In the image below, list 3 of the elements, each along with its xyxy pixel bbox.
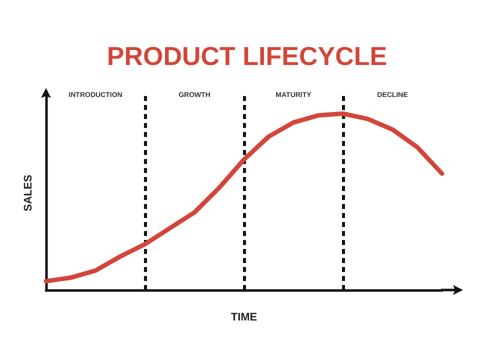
- chart-title: PRODUCT LIFECYCLE: [106, 41, 388, 71]
- x-axis-title: TIME: [230, 312, 258, 324]
- y-axis-title: SALES: [22, 174, 34, 212]
